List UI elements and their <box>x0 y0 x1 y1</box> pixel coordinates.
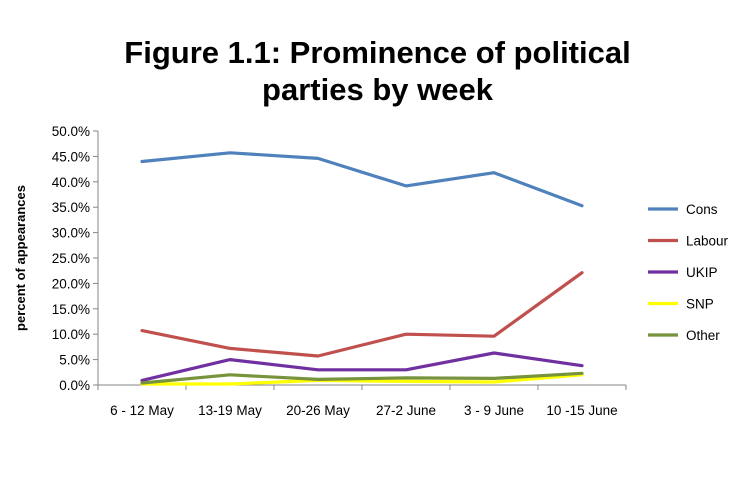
x-tick-label: 10 -15 June <box>546 403 617 418</box>
x-tick-label: 27-2 June <box>376 403 436 418</box>
chart-title: Figure 1.1: Prominence of political part… <box>0 34 755 108</box>
y-tick-label: 40.0% <box>52 175 90 190</box>
y-tick-label: 0.0% <box>59 378 90 393</box>
x-tick-label: 3 - 9 June <box>464 403 524 418</box>
series-layer <box>140 151 584 386</box>
y-tick-label: 30.0% <box>52 226 90 241</box>
y-tick-label: 10.0% <box>52 327 90 342</box>
series-line-labour <box>140 271 584 358</box>
y-tick-label: 45.0% <box>52 149 90 164</box>
y-axis-title: percent of appearances <box>13 185 28 331</box>
legend-label-labour: Labour <box>686 234 729 249</box>
y-tick-label: 25.0% <box>52 251 90 266</box>
y-tick-label: 20.0% <box>52 276 90 291</box>
series-line-snp <box>140 373 584 386</box>
legend-label-snp: SNP <box>686 297 714 312</box>
series-line-cons <box>140 151 584 208</box>
legend-label-other: Other <box>686 328 720 343</box>
x-tick-label: 6 - 12 May <box>110 403 174 418</box>
y-tick-label: 50.0% <box>52 124 90 139</box>
y-tick-label: 35.0% <box>52 200 90 215</box>
chart-title-line-1: Figure 1.1: Prominence of political <box>124 35 631 70</box>
y-tick-label: 15.0% <box>52 302 90 317</box>
legend: Cons Labour UKIP SNP Other <box>648 202 729 343</box>
chart-title-line-2: parties by week <box>262 72 493 107</box>
x-tick-label: 20-26 May <box>286 403 350 418</box>
legend-label-cons: Cons <box>686 202 718 217</box>
y-tick-label: 5.0% <box>59 353 90 368</box>
x-tick-label: 13-19 May <box>198 403 262 418</box>
axes: 0.0% 5.0% 10.0% 15.0% 20.0% 25.0% 30.0% 35.0% 40… <box>52 124 627 418</box>
series-line-ukip <box>140 351 584 382</box>
legend-label-ukip: UKIP <box>686 265 718 280</box>
series-line-other <box>140 371 584 385</box>
